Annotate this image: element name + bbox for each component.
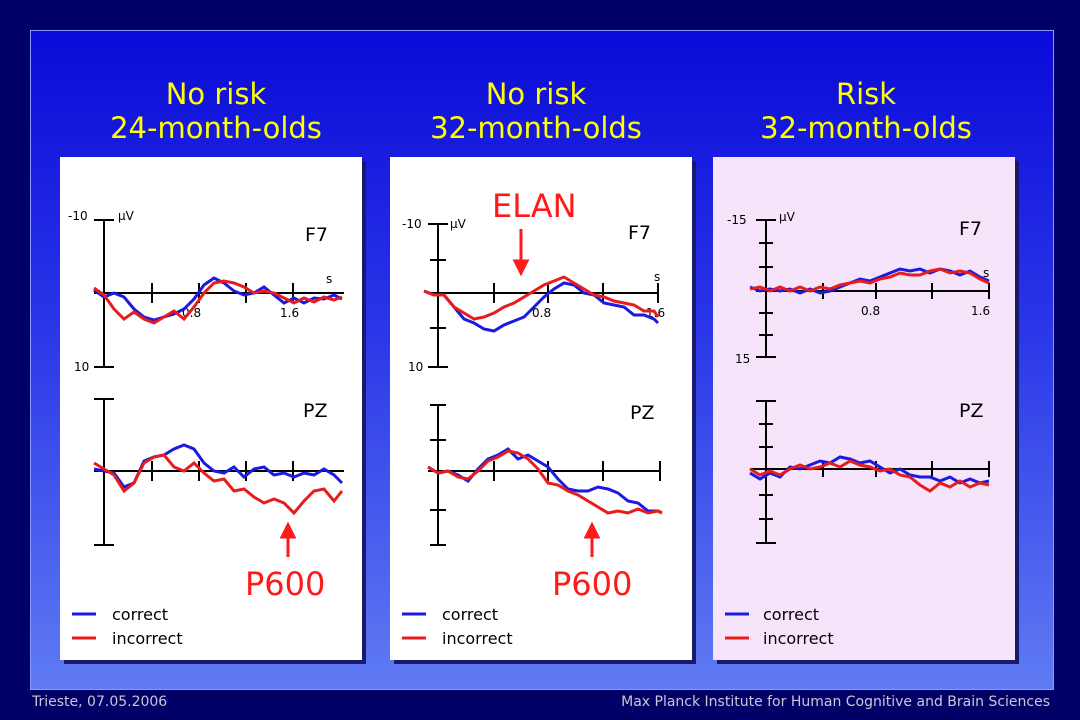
erp-panel-no-risk-24: -10 μV 10 s 0.8 1.6 F7 PZ P600 correct i…: [60, 157, 362, 660]
y-max-label: -15: [727, 213, 747, 227]
column-title-1: No risk 24-month-olds: [66, 77, 366, 145]
channel-f7-label: F7: [959, 218, 982, 240]
legend-correct-label: correct: [763, 605, 819, 624]
channel-f7-label: F7: [305, 224, 328, 246]
erp-figure: -10 μV 10 s 0.8 1.6 F7 PZ P600 correct i…: [68, 209, 344, 648]
title-line-2: 24-month-olds: [110, 111, 322, 145]
f7-incorrect-waveform: [749, 267, 990, 293]
pz-incorrect-waveform: [427, 449, 663, 515]
x-unit-label: s: [326, 272, 332, 286]
elan-arrow: [512, 229, 530, 277]
pz-correct-waveform: [749, 455, 990, 485]
channel-f7-label: F7: [628, 222, 651, 244]
legend-correct-label: correct: [442, 605, 498, 624]
p600-label: P600: [552, 565, 632, 603]
footer-location-date: Trieste, 07.05.2006: [32, 694, 168, 710]
x-tick-0-8: 0.8: [861, 304, 880, 318]
legend-incorrect-label: incorrect: [442, 629, 513, 648]
channel-pz-label: PZ: [630, 402, 654, 424]
erp-panel-risk-32: -15 μV 15 s 0.8 1.6 F7 PZ correct incorr…: [713, 157, 1015, 660]
title-line-1: No risk: [485, 77, 587, 111]
legend-incorrect-label: incorrect: [763, 629, 834, 648]
y-unit-label: μV: [118, 209, 135, 223]
f7-incorrect-waveform: [93, 279, 343, 325]
title-line-2: 32-month-olds: [430, 111, 642, 145]
y-unit-label: μV: [779, 210, 796, 224]
y-max-label: -10: [68, 209, 88, 223]
column-title-3: Risk 32-month-olds: [716, 77, 1016, 145]
f7-incorrect-waveform: [423, 275, 660, 321]
channel-pz-label: PZ: [959, 400, 983, 422]
p600-arrow: [279, 521, 297, 557]
erp-panel-no-risk-32: -10 μV 10 s 0.8 1.6 F7 PZ ELAN P600 corr…: [390, 157, 692, 660]
elan-label: ELAN: [492, 187, 577, 225]
pz-correct-waveform: [427, 447, 663, 515]
y-unit-label: μV: [450, 217, 467, 231]
erp-figure: -10 μV 10 s 0.8 1.6 F7 PZ ELAN P600 corr…: [402, 187, 665, 648]
y-max-label: -10: [402, 217, 422, 231]
x-tick-1-6: 1.6: [971, 304, 990, 318]
pz-incorrect-waveform: [93, 453, 344, 516]
x-tick-0-8: 0.8: [532, 306, 551, 320]
f7-correct-waveform: [749, 267, 990, 295]
column-title-2: No risk 32-month-olds: [386, 77, 686, 145]
footer-institute: Max Planck Institute for Human Cognitive…: [621, 694, 1050, 710]
p600-arrow: [583, 521, 601, 557]
x-unit-label: s: [983, 266, 989, 280]
legend-correct-label: correct: [112, 605, 168, 624]
channel-pz-label: PZ: [303, 400, 327, 422]
erp-figure: -15 μV 15 s 0.8 1.6 F7 PZ correct incorr…: [725, 210, 990, 648]
y-min-label: 10: [408, 360, 423, 374]
title-line-1: No risk: [165, 77, 267, 111]
legend-incorrect-label: incorrect: [112, 629, 183, 648]
y-min-label: 10: [74, 360, 89, 374]
x-tick-1-6: 1.6: [280, 306, 299, 320]
x-unit-label: s: [654, 270, 660, 284]
f7-correct-waveform: [423, 281, 660, 333]
y-min-label: 15: [735, 352, 750, 366]
p600-label: P600: [245, 565, 325, 603]
title-line-2: 32-month-olds: [760, 111, 972, 145]
pz-incorrect-waveform: [749, 459, 990, 493]
title-line-1: Risk: [835, 77, 897, 111]
